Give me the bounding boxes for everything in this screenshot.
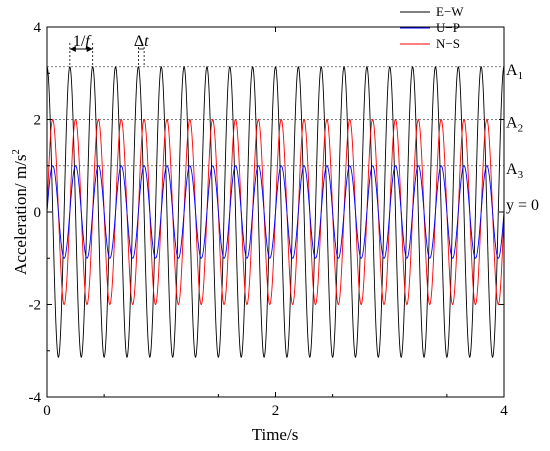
y-axis-label-group: Acceleration/ m/s2 — [10, 149, 30, 275]
series-line-1 — [47, 66, 504, 358]
x-tick-label: 2 — [272, 403, 280, 419]
delta-label: Δt — [134, 33, 149, 50]
reference-lines — [47, 66, 504, 167]
y-tick-label: 4 — [34, 20, 42, 36]
legend-label-3: N−S — [436, 36, 460, 51]
x-tick-label: 0 — [43, 403, 51, 419]
legend-label-2: U−P — [436, 20, 460, 35]
y-axis-label-superscript: 2 — [10, 149, 22, 155]
y-tick-label: 0 — [34, 205, 42, 221]
y-tick-label: -4 — [29, 390, 42, 406]
ticks: 0 2 4 -4 -2 0 2 4 — [29, 20, 509, 419]
reference-label-4: y = 0 — [506, 197, 539, 214]
x-axis-label: Time/s — [252, 425, 299, 444]
reference-label-3: A3 — [506, 161, 524, 181]
reference-label-1: A1 — [506, 62, 523, 82]
y-tick-label: 2 — [34, 113, 42, 129]
period-arrowhead-left — [69, 46, 76, 52]
y-tick-label: -2 — [29, 298, 42, 314]
y-axis-label: Acceleration/ m/s2 — [10, 149, 30, 275]
period-arrowhead-right — [86, 46, 93, 52]
series-line-2 — [47, 165, 504, 259]
legend: E−WU−PN−S — [400, 4, 464, 51]
reference-label-2: A2 — [506, 115, 523, 135]
y-axis-label-text: Acceleration/ m/s — [11, 155, 30, 275]
series-layer — [47, 66, 504, 358]
legend-label-1: E−W — [436, 4, 464, 19]
x-tick-label: 4 — [500, 403, 508, 419]
annotations: A1 A2 A3 y = 0 1/f Δt — [69, 33, 539, 214]
period-label: 1/f — [73, 33, 92, 50]
